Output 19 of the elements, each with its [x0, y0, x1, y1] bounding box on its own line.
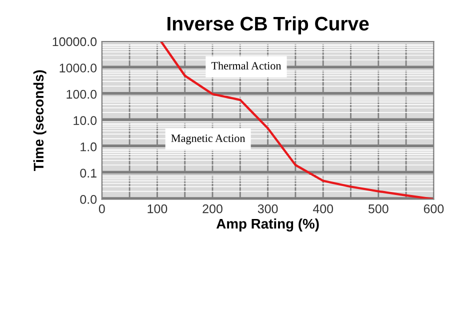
y-tick-label: 10000.0	[52, 37, 97, 46]
annotation: Thermal Action	[211, 62, 282, 70]
y-tick-label: 1000.0	[60, 64, 97, 72]
x-tick-label: 500	[368, 204, 388, 214]
chart-title: Inverse CB Trip Curve	[168, 16, 369, 34]
y-tick-label: 1.0	[80, 142, 97, 152]
y-axis-title: Time (seconds)	[33, 70, 46, 172]
annotation: Magnetic Action	[171, 134, 246, 144]
y-tick-label: 10.0	[74, 116, 97, 125]
x-tick-label: 600	[424, 204, 444, 214]
x-tick-label: 200	[202, 204, 222, 214]
y-tick-label: 0.1	[80, 168, 96, 178]
x-axis-title: Amp Rating (%)	[216, 218, 319, 232]
y-tick-label: 100.0	[66, 90, 97, 99]
x-tick-label: 0	[98, 204, 105, 214]
x-tick-label: 100	[148, 204, 168, 214]
y-tick-label: 0.0	[80, 195, 97, 204]
x-tick-label: 400	[312, 204, 334, 214]
x-tick-label: 300	[258, 204, 278, 214]
